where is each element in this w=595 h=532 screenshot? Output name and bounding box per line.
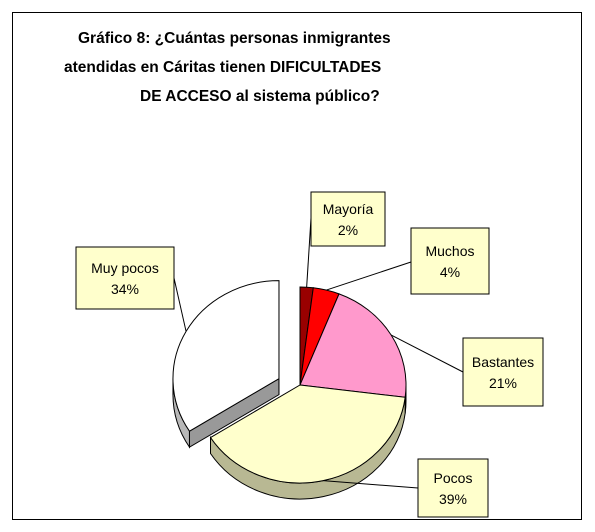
chart-title-line-3: DE ACCESO al sistema público? <box>140 88 380 105</box>
label-percent: 2% <box>338 222 358 238</box>
label-category: Pocos <box>434 470 473 486</box>
leader-line <box>306 217 312 288</box>
slice-label-mayoría: Mayoría 2% <box>310 191 386 247</box>
label-category: Muchos <box>425 243 474 259</box>
label-category: Muy pocos <box>91 260 159 276</box>
pie-slice-pocos <box>209 384 406 484</box>
slice-label-bastantes: Bastantes 21% <box>462 337 544 407</box>
slice-label-muy-pocos: Muy pocos 34% <box>75 246 175 310</box>
slice-label-pocos: Pocos 39% <box>417 458 489 518</box>
chart-title-line-1: Gráfico 8: ¿Cuántas personas inmigrantes <box>78 30 391 47</box>
label-percent: 34% <box>111 281 139 297</box>
label-box <box>75 246 175 310</box>
leader-line <box>323 480 419 489</box>
label-category: Bastantes <box>472 354 534 370</box>
leader-line <box>173 277 187 332</box>
pie-slice-bastantes <box>299 293 407 398</box>
label-box <box>462 337 544 407</box>
pie-slice-muy-pocos <box>172 280 280 432</box>
label-box <box>310 191 386 247</box>
slice-label-muchos: Muchos 4% <box>410 227 490 295</box>
label-category: Mayoría <box>323 201 374 217</box>
label-box <box>417 458 489 518</box>
label-percent: 39% <box>439 491 467 507</box>
label-percent: 4% <box>440 264 460 280</box>
label-percent: 21% <box>489 375 517 391</box>
label-box <box>410 227 490 295</box>
chart-title-line-2: atendidas en Cáritas tienen DIFICULTADES <box>64 59 382 76</box>
leader-line <box>391 334 464 373</box>
leader-line <box>326 261 412 291</box>
